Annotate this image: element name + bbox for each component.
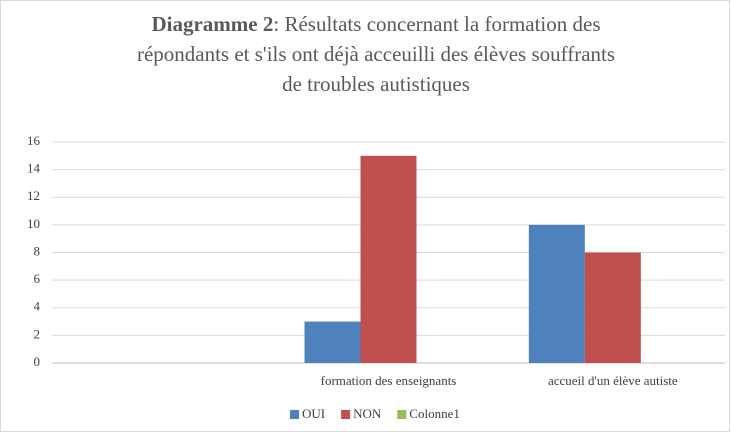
y-tick-label: 16	[27, 133, 41, 148]
y-tick-label: 8	[34, 243, 41, 258]
y-tick-label: 14	[27, 161, 41, 176]
chart-title: Diagramme 2: Résultats concernant la for…	[151, 12, 600, 36]
y-tick-label: 6	[34, 271, 41, 286]
title-line: : Résultats concernant la formation des	[273, 12, 600, 36]
title-bold: Diagramme 2	[151, 12, 273, 36]
legend-swatch	[397, 410, 407, 419]
x-tick-label: accueil d'un élève autiste	[548, 373, 678, 388]
y-tick-label: 12	[27, 188, 40, 203]
legend-label: NON	[353, 406, 382, 421]
y-tick-label: 2	[34, 326, 41, 341]
bar	[360, 155, 417, 363]
legend-label: OUI	[302, 406, 325, 421]
bar	[528, 224, 585, 363]
chart-title: de troubles autistiques	[282, 72, 470, 96]
bar	[584, 252, 641, 363]
y-tick-label: 4	[34, 299, 41, 314]
legend-label: Colonne1	[409, 406, 460, 421]
legend-swatch	[290, 410, 299, 419]
bar	[304, 321, 361, 363]
chart-title: répondants et s'ils ont déjà acceuilli d…	[137, 42, 615, 66]
y-tick-label: 10	[27, 216, 40, 231]
x-tick-label: formation des enseignants	[321, 373, 457, 388]
y-tick-label: 0	[34, 354, 41, 369]
legend-swatch	[341, 410, 351, 419]
